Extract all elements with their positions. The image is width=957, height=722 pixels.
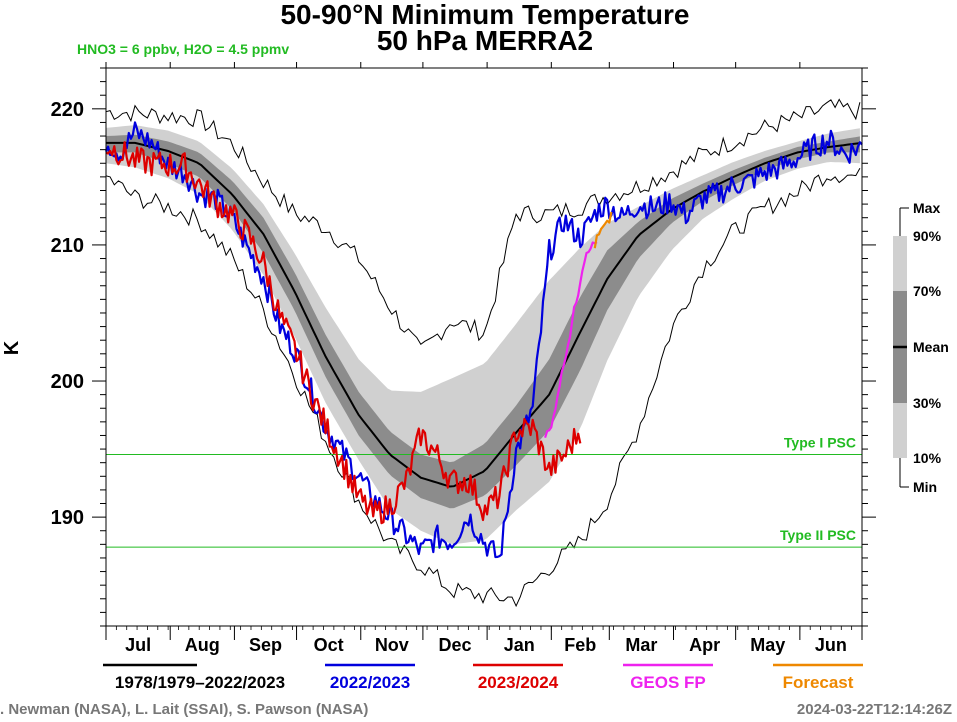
min-max-envelope — [105, 98, 861, 608]
series-lines — [104, 121, 863, 559]
climatology-mean-line — [106, 141, 861, 488]
percentile-bands — [106, 125, 860, 545]
condition-label: HNO3 = 6 ppbv, H2O = 4.5 ppmv — [77, 41, 289, 57]
credits-right: 2024-03-22T12:14:26Z — [797, 701, 952, 718]
y-tick-label: 200 — [51, 371, 84, 393]
legend-geos-fp-label: GEOS FP — [630, 673, 706, 692]
month-label: Apr — [689, 635, 720, 655]
psc-thresholds: Type I PSC Type II PSC — [106, 435, 862, 548]
credits-left: . Newman (NASA), L. Lait (SSAI), S. Paws… — [0, 701, 368, 718]
series-2023-2024-line — [105, 141, 582, 525]
legend-2023-2024-label: 2023/2024 — [478, 673, 559, 692]
y-tick-label: 210 — [51, 235, 84, 257]
chart-title-line2: 50 hPa MERRA2 — [377, 25, 593, 56]
plot-frame — [105, 67, 863, 627]
y-tick-label: 220 — [51, 99, 84, 121]
percentile-legend-label: Min — [913, 479, 937, 495]
month-label: Jun — [815, 635, 847, 655]
month-label: Dec — [438, 635, 471, 655]
percentile-legend: Max 90% 70% Mean 30% 10% Min — [893, 200, 949, 495]
month-label: Jan — [504, 635, 535, 655]
legend-forecast-label: Forecast — [783, 673, 854, 692]
percentile-legend-label: Mean — [913, 339, 949, 355]
percentile-legend-label: 30% — [913, 395, 942, 411]
legend-2022-2023-label: 2022/2023 — [330, 673, 410, 692]
legend-climatology-label: 1978/1979–2022/2023 — [115, 673, 285, 692]
y-axis-label: K — [1, 340, 23, 355]
month-label: Nov — [375, 635, 409, 655]
month-label: Feb — [564, 635, 596, 655]
max-line — [105, 98, 861, 346]
month-label: Aug — [185, 635, 220, 655]
min-line — [105, 167, 861, 608]
x-axis: Jul Aug Sep Oct Nov Dec Jan Feb Mar Apr May Jun — [105, 62, 863, 655]
y-tick-label: 190 — [51, 507, 84, 529]
psc-label-1: Type I PSC — [784, 435, 856, 451]
month-label: Mar — [625, 635, 657, 655]
forecast-line — [593, 211, 613, 249]
percentile-legend-label: 90% — [913, 228, 942, 244]
geos-fp-line — [544, 241, 598, 439]
band-10-90 — [106, 125, 860, 545]
month-label: May — [750, 635, 785, 655]
chart-title-line1: 50-90°N Minimum Temperature — [280, 0, 689, 30]
psc-label-2: Type II PSC — [780, 527, 856, 543]
percentile-legend-label: 10% — [913, 450, 942, 466]
month-label: Jul — [125, 635, 151, 655]
y-axis: 190 200 210 220 — [51, 67, 876, 627]
percentile-legend-label: 70% — [913, 283, 942, 299]
month-label: Oct — [314, 635, 344, 655]
percentile-legend-label: Max — [913, 200, 940, 216]
month-label: Sep — [249, 635, 282, 655]
series-legend: 1978/1979–2022/2023 2022/2023 2023/2024 GEO… — [103, 663, 863, 692]
